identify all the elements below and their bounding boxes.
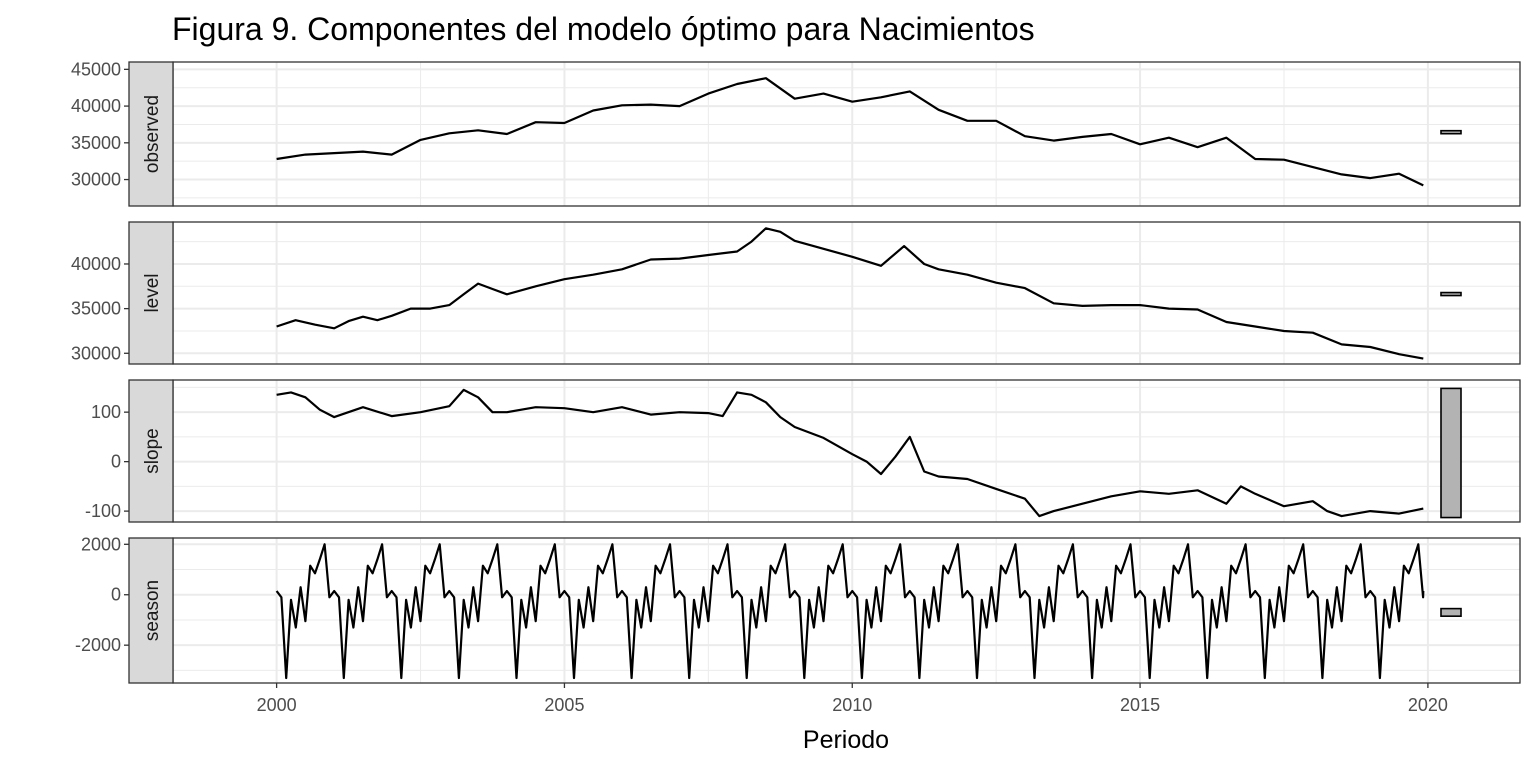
x-tick-label: 2000 [257,695,297,715]
y-tick-label: -100 [85,501,121,521]
strip-label: slope [142,428,163,473]
strip-label: observed [142,95,163,173]
y-tick-label: 35000 [71,133,121,153]
chart-title: Figura 9. Componentes del modelo óptimo … [172,11,1035,47]
y-tick-label: 100 [91,402,121,422]
y-tick-label: 30000 [71,343,121,363]
x-tick-label: 2020 [1408,695,1448,715]
range-bar-season [1440,607,1462,617]
x-axis: 2000 2005 2010 2015 2020 [257,683,1448,715]
y-tick-label: 0 [111,452,121,472]
y-tick-label: 35000 [71,299,121,319]
range-bar-level [1440,291,1462,297]
range-bar-observed [1440,129,1462,135]
panels: observed 30000 35000 40000 45000 level 30000 35… [71,59,1521,684]
panel-season: season -2000 0 2000 [75,534,1521,684]
range-bar-slope [1440,387,1462,519]
panel-slope: slope -100 0 100 [85,379,1521,523]
y-tick-label: 2000 [81,534,121,554]
strip-label: level [142,273,163,312]
y-tick-label: 30000 [71,170,121,190]
panel-border [172,221,1521,365]
y-tick-label: 40000 [71,96,121,116]
strip-slope [128,379,174,523]
y-tick-label: 45000 [71,59,121,79]
strip-observed [128,61,174,207]
y-tick-label: 40000 [71,254,121,274]
series-line-level [276,227,1424,360]
panel-border [172,61,1521,207]
x-axis-title: Periodo [803,726,889,754]
panel-level: level 30000 35000 40000 [71,221,1521,365]
x-tick-label: 2015 [1120,695,1160,715]
strip-label: season [142,580,163,641]
x-tick-label: 2005 [544,695,584,715]
y-tick-label: 0 [111,585,121,605]
series-line-season [275,543,1425,680]
panel-observed: observed 30000 35000 40000 45000 [71,59,1521,207]
series-line-observed [276,77,1424,187]
y-tick-label: -2000 [75,635,121,655]
x-tick-label: 2010 [832,695,872,715]
strip-season [128,537,174,684]
strip-level [128,221,174,365]
series-line-slope [276,388,1424,518]
